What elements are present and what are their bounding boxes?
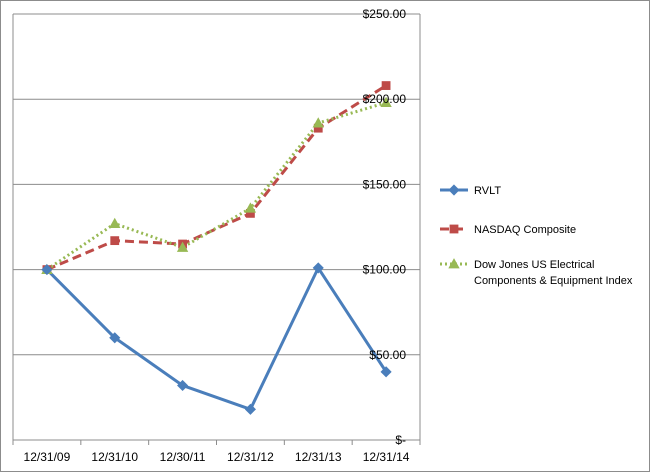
data-point-0-5 xyxy=(380,366,392,378)
x-tick-label: 12/31/13 xyxy=(295,450,342,464)
y-tick-label: $50.00 xyxy=(369,348,406,362)
y-tick-label: $200.00 xyxy=(363,92,407,106)
data-point-0-3 xyxy=(244,403,256,415)
legend-label: NASDAQ Composite xyxy=(474,224,576,236)
x-tick-label: 12/31/12 xyxy=(227,450,274,464)
x-tick-label: 12/30/11 xyxy=(160,450,206,464)
y-tick-label: $250.00 xyxy=(363,7,407,21)
legend: RVLT NASDAQ Composite Dow Jones US Electr… xyxy=(440,184,633,287)
data-point-2-5 xyxy=(380,96,392,108)
data-point-2-2 xyxy=(176,241,189,252)
series-lines xyxy=(45,84,388,411)
tick-labels: $- $50.00 $100.00 $150.00 $200.00 $250.00 12/3… xyxy=(24,7,410,464)
x-tick-label: 12/31/10 xyxy=(91,450,138,464)
legend-label: RVLT xyxy=(474,185,501,197)
x-tick-label: 12/31/14 xyxy=(363,450,410,464)
legend-label: Dow Jones US Electrical xyxy=(474,259,594,271)
series-markers xyxy=(41,81,392,415)
data-point-2-1 xyxy=(109,217,121,228)
axes xyxy=(12,14,421,445)
data-point-2-4 xyxy=(312,117,324,128)
series-line-0 xyxy=(45,266,388,411)
legend-swatch-marker xyxy=(449,224,459,234)
legend-swatch-marker xyxy=(448,184,460,196)
data-point-0-2 xyxy=(177,379,189,392)
data-point-0-0 xyxy=(41,264,53,276)
y-tick-label: $100.00 xyxy=(363,263,407,277)
data-point-1-5 xyxy=(381,81,391,90)
data-point-1-1 xyxy=(110,236,120,246)
y-tick-label: $150.00 xyxy=(363,177,407,191)
legend-swatch-marker xyxy=(448,258,460,269)
y-tick-label: $- xyxy=(395,433,406,447)
legend-label: Components & Equipment Index xyxy=(474,275,633,287)
series-line-1 xyxy=(46,84,387,271)
gridlines xyxy=(13,13,420,356)
data-point-2-3 xyxy=(244,202,257,213)
data-point-0-4 xyxy=(312,262,324,274)
data-point-0-1 xyxy=(109,332,121,344)
x-tick-label: 12/31/09 xyxy=(24,450,71,464)
